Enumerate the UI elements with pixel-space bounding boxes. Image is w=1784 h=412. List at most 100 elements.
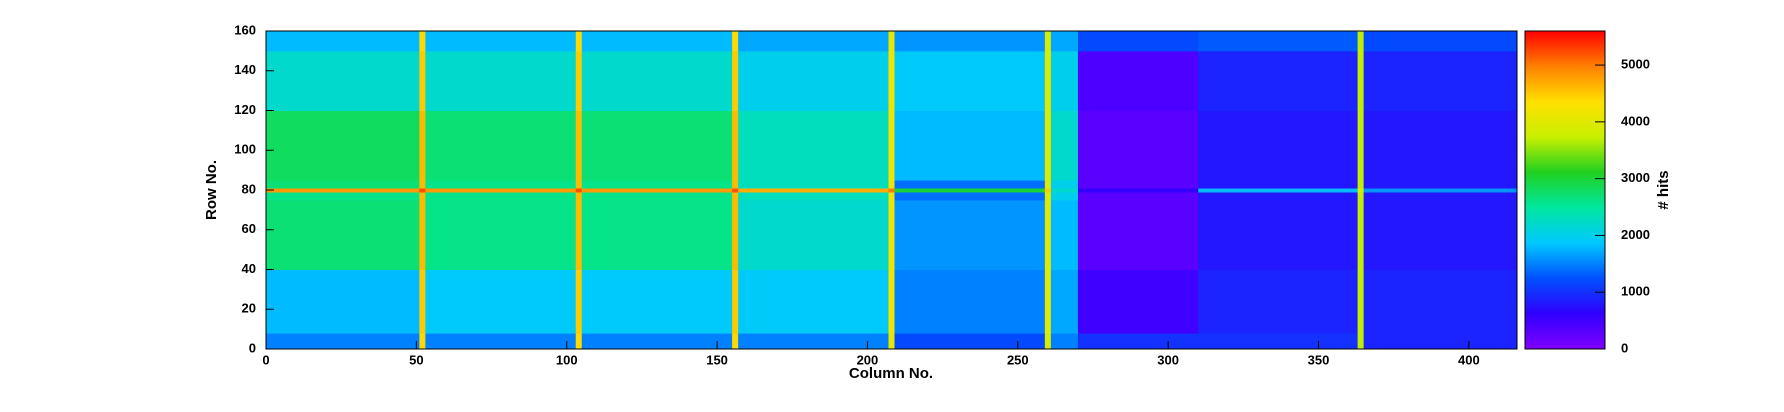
heatmap-cell <box>1198 333 1359 350</box>
heatmap-cell <box>419 188 426 193</box>
y-axis-label: Row No. <box>203 160 220 220</box>
heatmap-cell <box>1357 110 1365 181</box>
heatmap-cell <box>575 110 583 181</box>
heatmap-cell <box>581 188 733 193</box>
heatmap-cell <box>1363 31 1518 52</box>
heatmap-cell <box>888 269 896 334</box>
heatmap-cell <box>894 199 1046 270</box>
x-tick-label: 350 <box>1308 352 1330 367</box>
heatmap-cell <box>1357 50 1365 111</box>
heatmap-cell <box>1363 269 1518 334</box>
heatmap-cell <box>894 31 1046 52</box>
heatmap-cell <box>1363 199 1518 270</box>
heatmap-cell <box>1198 110 1359 181</box>
heatmap-cell <box>894 333 1046 350</box>
heatmap-cell <box>1357 180 1365 189</box>
heatmap-cell <box>1050 110 1079 181</box>
heatmap-cell <box>575 191 583 201</box>
heatmap-cell <box>1357 188 1365 193</box>
heatmap-cell <box>894 191 1046 201</box>
y-tick-label: 140 <box>234 62 256 77</box>
heatmap-cell <box>575 269 583 334</box>
colorbar-tick-label: 3000 <box>1621 170 1650 185</box>
heatmap-cell <box>732 199 739 270</box>
heatmap-cell <box>1077 191 1199 201</box>
heatmap-cell <box>575 333 583 350</box>
colorbar-tick-label: 1000 <box>1621 284 1650 299</box>
heatmap-cell <box>419 110 426 181</box>
heatmap-cell <box>1357 31 1365 52</box>
x-axis-label: Column No. <box>849 365 933 382</box>
x-tick-label: 250 <box>1007 352 1029 367</box>
heatmap-cell <box>1357 191 1365 201</box>
heatmap-cell <box>732 333 739 350</box>
heatmap-cell <box>1050 333 1079 350</box>
heatmap-cell <box>419 180 426 189</box>
heatmap-cell <box>266 110 420 181</box>
heatmap-cell <box>1357 333 1365 350</box>
heatmap-cell <box>266 188 420 193</box>
heatmap-cell <box>1044 50 1052 111</box>
heatmap-cell <box>738 269 889 334</box>
heatmap-cell <box>732 180 739 189</box>
heatmap-cell <box>419 269 426 334</box>
heatmap-cell <box>1044 199 1052 270</box>
heatmap-cell <box>894 188 1046 193</box>
y-tick-label: 0 <box>249 340 256 355</box>
y-tick-label: 60 <box>242 221 256 236</box>
heatmap-cell <box>732 269 739 334</box>
heatmap-cell <box>894 50 1046 111</box>
heatmap-cell <box>894 180 1046 189</box>
heatmap-cell <box>738 31 889 52</box>
heatmap-cell <box>1044 188 1052 193</box>
heatmap-cell <box>425 180 577 189</box>
heatmap-cell <box>888 191 896 201</box>
heatmap-cell <box>419 31 426 52</box>
heatmap-cell <box>738 333 889 350</box>
heatmap-cell <box>1357 269 1365 334</box>
heatmap-cell <box>425 50 577 111</box>
heatmap-cell <box>1050 188 1079 193</box>
heatmap-cell <box>425 188 577 193</box>
heatmap-cell <box>732 50 739 111</box>
heatmap-cell <box>266 180 420 189</box>
heatmap-cell <box>1044 269 1052 334</box>
heatmap-cell <box>419 199 426 270</box>
heatmap-cell <box>575 31 583 52</box>
heatmap-cell <box>1198 188 1359 193</box>
y-tick-label: 160 <box>234 22 256 37</box>
heatmap-cell <box>581 50 733 111</box>
heatmap-cell <box>266 31 420 52</box>
heatmap-cell <box>1363 50 1518 111</box>
colorbar-tick-label: 4000 <box>1621 113 1650 128</box>
heatmap-cell <box>738 191 889 201</box>
heatmap-cell <box>575 199 583 270</box>
heatmap-cell <box>266 269 420 334</box>
heatmap-cell <box>1198 269 1359 334</box>
heatmap-cell <box>888 180 896 189</box>
heatmap-cell <box>1198 31 1359 52</box>
heatmap-cell <box>738 199 889 270</box>
heatmap-cell <box>738 50 889 111</box>
x-tick-label: 300 <box>1157 352 1179 367</box>
heatmap-cell <box>581 333 733 350</box>
heatmap-cell <box>888 188 896 193</box>
heatmap-cell <box>888 110 896 181</box>
heatmap-cell <box>581 269 733 334</box>
heatmap-cell <box>1044 31 1052 52</box>
heatmap-cell <box>266 191 420 201</box>
heatmap-cell <box>1077 188 1199 193</box>
heatmap-cell <box>1077 269 1199 334</box>
heatmap-cell <box>1077 50 1199 111</box>
heatmap-cell <box>1044 191 1052 201</box>
heatmap-cell <box>1050 180 1079 189</box>
heatmap-cell <box>425 333 577 350</box>
x-tick-label: 100 <box>556 352 578 367</box>
heatmap-cell <box>1363 180 1518 189</box>
heatmap-cell <box>419 191 426 201</box>
y-tick-label: 100 <box>234 142 256 157</box>
heatmap-cell <box>738 180 889 189</box>
heatmap-cell <box>1044 180 1052 189</box>
heatmap-cell <box>732 110 739 181</box>
heatmap-cell <box>732 188 739 193</box>
